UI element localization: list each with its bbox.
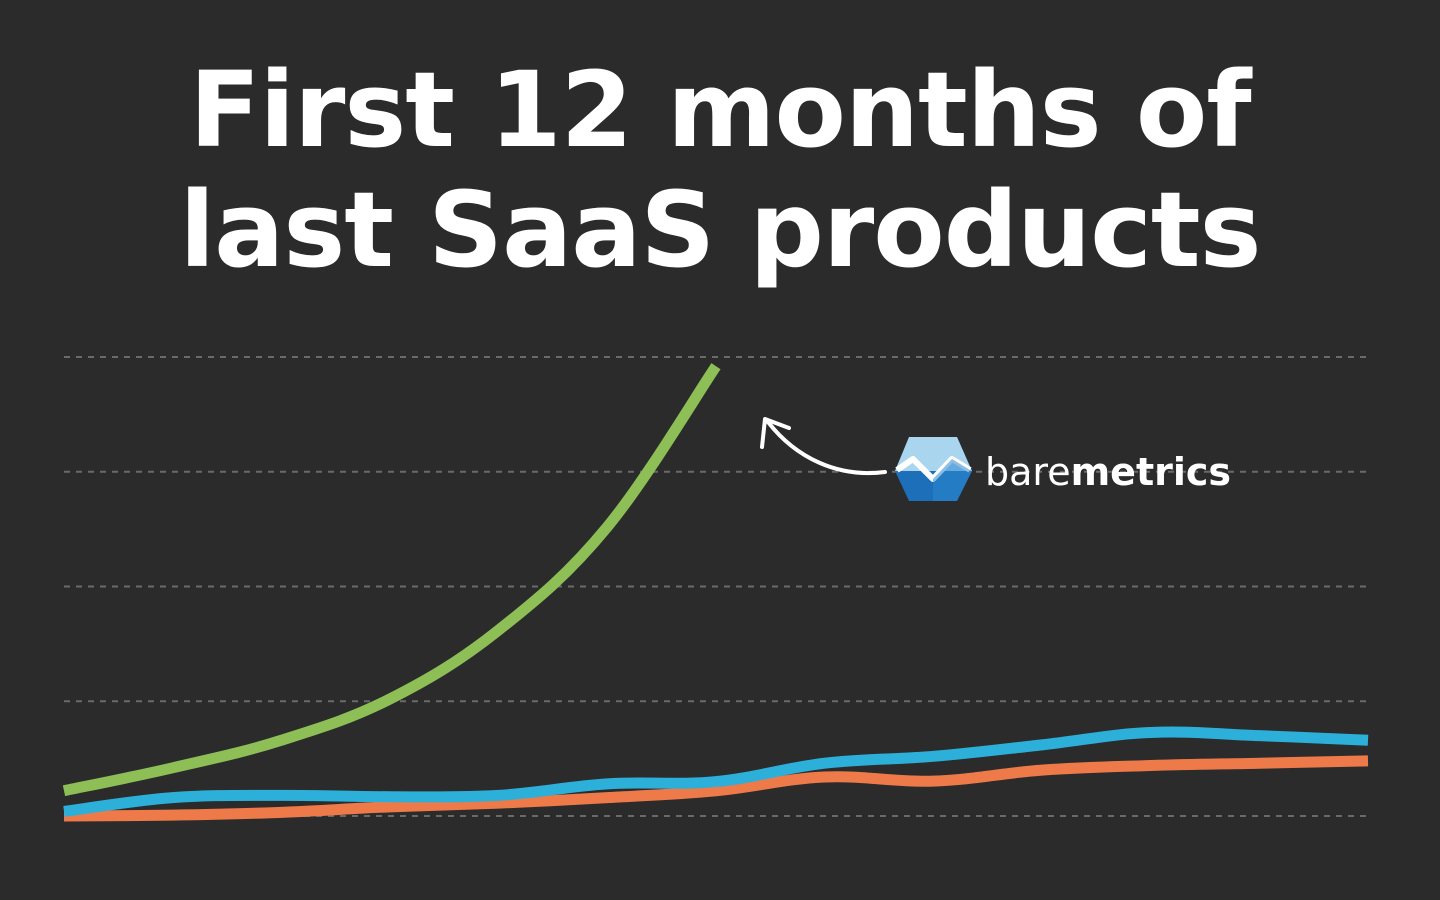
brand-bold-text: metrics: [1071, 450, 1231, 494]
baremetrics-logo-icon: [895, 437, 972, 501]
series-lines: [62, 363, 1369, 822]
series-line-blue: [63, 726, 1369, 817]
title-line-1: First 12 months of: [189, 49, 1251, 171]
series-line-orange: [63, 755, 1369, 822]
baremetrics-wordmark: baremetrics: [985, 450, 1231, 494]
brand-light-text: bare: [985, 450, 1071, 494]
baremetrics-annotation: baremetrics: [760, 417, 1231, 501]
series-line-baremetrics: [62, 363, 721, 797]
arrow-head-icon: [760, 417, 791, 449]
curved-arrow-icon: [766, 420, 887, 475]
title-line-2: last SaaS products: [179, 169, 1262, 291]
